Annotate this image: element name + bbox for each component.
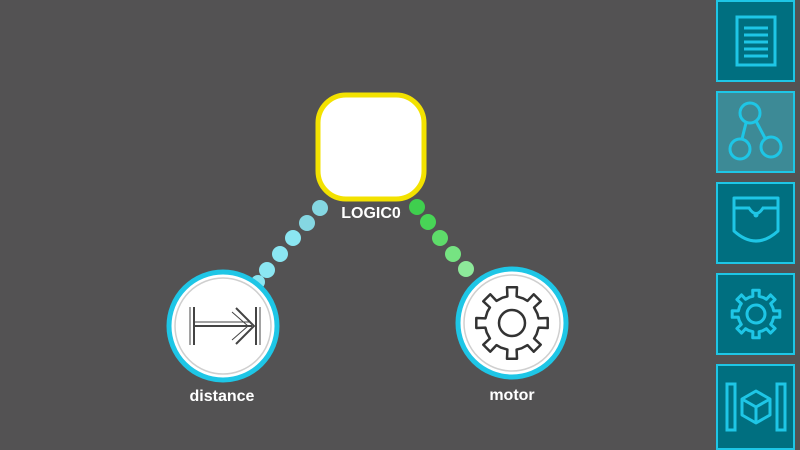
logic-node[interactable] [315,92,427,202]
motor-node-label: motor [489,387,535,404]
distance-sensor-icon [189,307,261,345]
gear-icon [475,286,549,360]
settings-button[interactable] [716,273,795,355]
motor-node[interactable] [455,266,569,380]
logic-node-label: LOGIC0 [341,205,401,222]
sensor-node-label: distance [189,388,255,405]
graph-canvas[interactable] [0,0,712,450]
pocket-icon [732,196,779,243]
document-button[interactable] [716,0,795,82]
gear-icon [730,288,781,340]
actuator-link [409,199,474,277]
ar-button[interactable] [716,364,795,450]
pocket-button[interactable] [716,182,795,264]
graph-button[interactable] [716,91,795,173]
graph-nodes-icon [728,101,782,161]
sensor-node[interactable] [166,269,280,383]
ar-cube-icon [725,382,786,432]
document-icon [735,15,776,67]
sidebar [713,0,800,450]
